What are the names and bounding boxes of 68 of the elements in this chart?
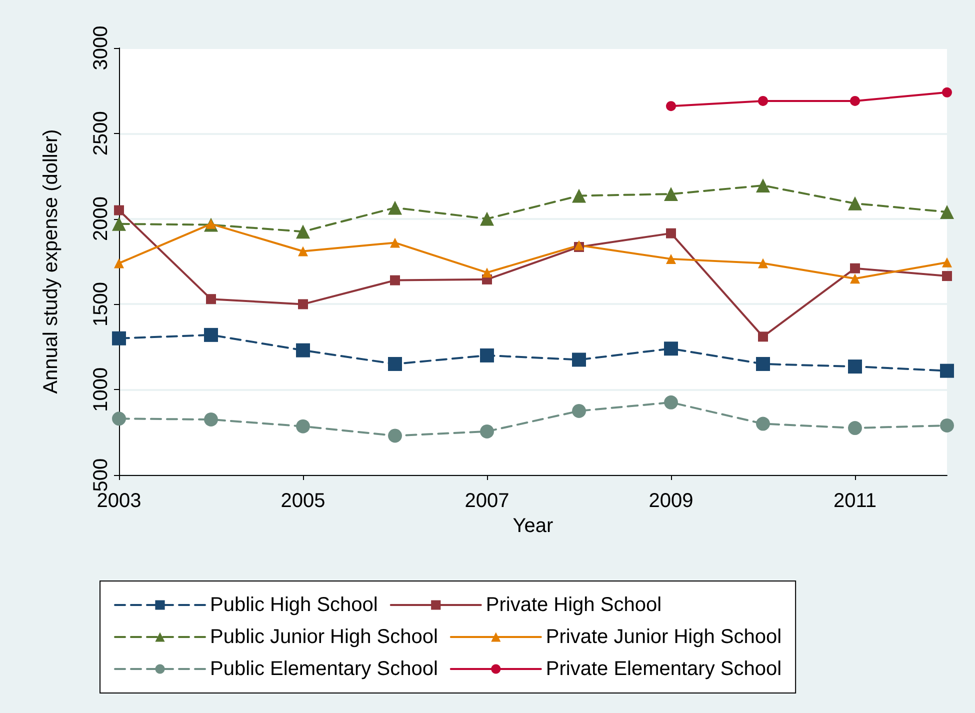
point [388, 200, 402, 215]
point [572, 404, 586, 418]
point [664, 342, 678, 356]
point [758, 332, 768, 342]
point [942, 271, 952, 282]
point [940, 364, 954, 378]
point [114, 205, 124, 216]
point [112, 331, 126, 346]
legend-label: Public High School [210, 594, 378, 616]
point [388, 428, 402, 443]
x-tick-label: 2009 [648, 490, 694, 512]
point [572, 352, 586, 367]
point [664, 187, 678, 202]
point [666, 254, 676, 264]
point [848, 421, 862, 436]
point [114, 258, 124, 268]
point [940, 418, 954, 432]
x-tick-label: 2005 [280, 490, 326, 512]
y-tick-label: 1000 [90, 367, 112, 412]
point [756, 416, 770, 431]
x-tick-label: 2011 [833, 490, 877, 512]
point [296, 343, 310, 358]
y-tick-label: 3000 [90, 26, 112, 70]
legend-label: Private Elementary School [546, 658, 782, 680]
legend-label: Private Junior High School [546, 626, 782, 648]
point [298, 246, 308, 256]
point [296, 419, 310, 434]
y-tick-label: 1500 [90, 282, 112, 326]
point [850, 274, 860, 284]
point [848, 360, 862, 374]
point [758, 96, 768, 106]
point [112, 216, 126, 231]
point [112, 412, 126, 426]
x-tick-label: 2003 [96, 490, 142, 512]
point [480, 212, 494, 226]
point [482, 268, 492, 278]
point [756, 356, 770, 371]
legend-label: Private High School [486, 594, 662, 616]
point [206, 294, 216, 304]
point [298, 299, 308, 310]
point [572, 188, 586, 203]
point [204, 412, 218, 426]
point [940, 204, 954, 219]
point [666, 101, 676, 112]
y-tick-label: 2500 [90, 111, 112, 156]
point [756, 178, 770, 192]
point [850, 96, 860, 106]
point [848, 196, 862, 210]
y-axis-title: Annual study expense (doller) [40, 129, 62, 394]
x-axis-title: Year [512, 514, 554, 537]
point [942, 87, 952, 98]
point [296, 224, 310, 239]
point [942, 257, 952, 268]
y-tick-label: 2000 [90, 196, 112, 242]
point [388, 356, 402, 371]
point [850, 263, 860, 274]
point [758, 258, 768, 268]
point [666, 228, 676, 238]
x-tick-label: 2007 [464, 490, 510, 512]
legend-label: Public Elementary School [210, 658, 438, 680]
point [480, 424, 494, 438]
point [204, 328, 218, 342]
point [480, 348, 494, 362]
y-tick-label: 500 [90, 458, 112, 492]
point [390, 238, 400, 248]
point [664, 395, 678, 410]
point [390, 275, 400, 286]
legend-label: Public Junior High School [210, 626, 438, 648]
